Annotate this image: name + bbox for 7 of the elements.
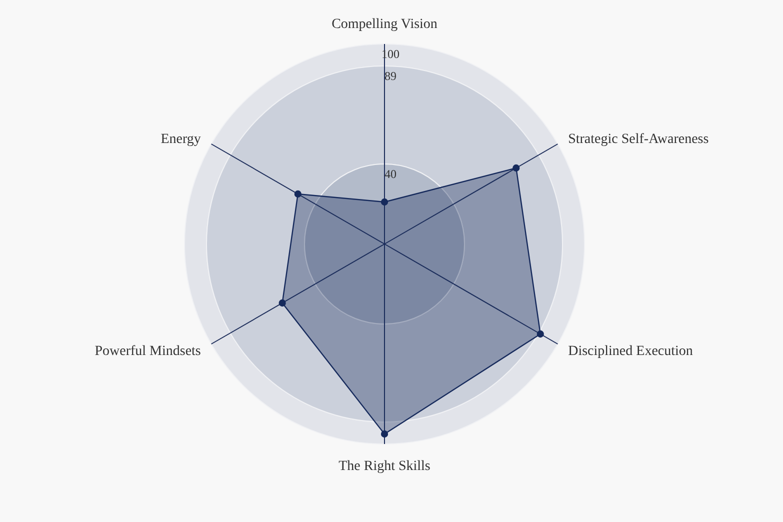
spoke-label: Strategic Self-Awareness: [568, 132, 709, 147]
spoke-label: Disciplined Execution: [568, 344, 693, 359]
spoke-label: Compelling Vision: [332, 17, 438, 32]
spoke-label: The Right Skills: [338, 459, 430, 474]
y-tick-label: 89: [384, 69, 396, 83]
spoke-label: Energy: [160, 132, 201, 147]
spoke-label: Powerful Mindsets: [94, 344, 201, 359]
